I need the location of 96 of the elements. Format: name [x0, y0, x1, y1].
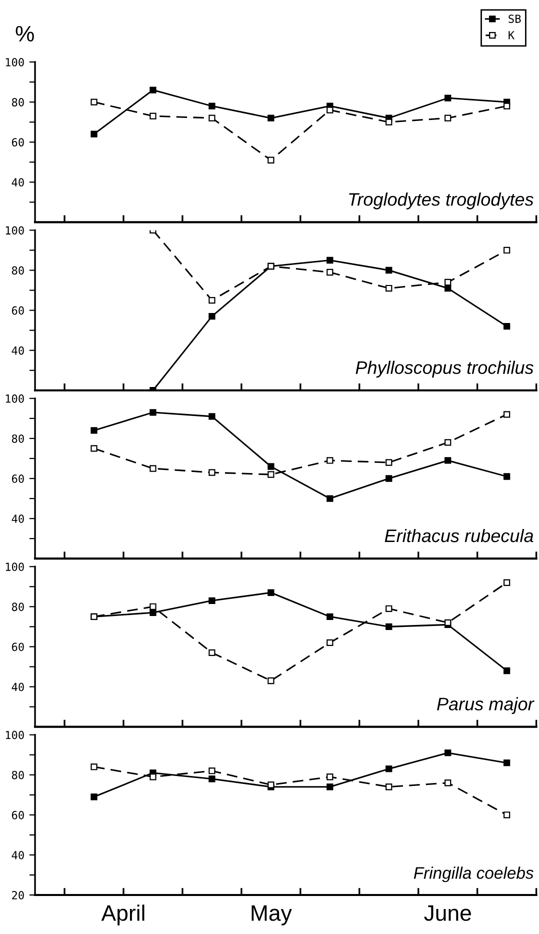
point [268, 463, 274, 470]
point [503, 760, 510, 766]
point [90, 130, 98, 138]
annotation: Troglodytes troglodytes [349, 192, 534, 210]
point [208, 469, 216, 476]
annotation: Fringilla coelebs [414, 866, 534, 882]
point [503, 411, 510, 418]
point [386, 605, 392, 612]
point [386, 623, 392, 630]
y-tick-label: 60 [12, 642, 24, 652]
y-tick-label: 100 [6, 58, 24, 66]
y-tick-label: 100 [6, 562, 24, 572]
legend-label: SB [508, 14, 521, 23]
point [208, 597, 216, 604]
y-tick-label: 20 [12, 891, 24, 900]
annotation: Erithacus rubecula [384, 528, 534, 542]
y-tick-label: 80 [12, 266, 24, 275]
point [90, 427, 98, 434]
point [150, 603, 156, 610]
annotation: Phylloscopus trochilus [356, 360, 534, 378]
y-tick-label: 40 [12, 514, 24, 523]
y-tick-label: 100 [6, 226, 24, 235]
point [208, 413, 216, 420]
point [386, 284, 392, 292]
point [268, 589, 274, 596]
y-tick-label: 80 [12, 434, 24, 443]
y-tick-label: 60 [12, 138, 24, 147]
y-axis-title: % [16, 26, 34, 42]
point [208, 102, 216, 110]
text: April [101, 904, 144, 926]
point [444, 439, 452, 446]
annotation: Parus major [437, 697, 534, 714]
point [503, 812, 510, 818]
text: June [424, 905, 471, 921]
y-tick-label: 40 [12, 346, 24, 355]
point [150, 609, 156, 616]
legend-label: K [508, 31, 515, 40]
point [208, 649, 216, 656]
point [90, 445, 98, 452]
point [208, 776, 216, 782]
point [326, 613, 334, 620]
point [386, 784, 392, 790]
point [444, 780, 452, 786]
point [444, 94, 452, 102]
point [326, 495, 334, 502]
point [268, 471, 274, 478]
y-tick-label: 80 [12, 602, 24, 612]
point [444, 749, 452, 756]
point [268, 677, 274, 684]
point [444, 457, 452, 464]
point [326, 268, 334, 276]
y-tick-label: 80 [12, 98, 24, 106]
point [326, 784, 334, 790]
point [150, 409, 156, 416]
y-tick-label: 60 [12, 810, 24, 820]
point [503, 246, 510, 254]
point [386, 266, 392, 274]
point [150, 774, 156, 780]
y-tick-label: 60 [12, 474, 24, 483]
point [326, 256, 334, 264]
point [503, 102, 510, 110]
point [386, 475, 392, 482]
point [90, 794, 98, 800]
point [386, 766, 392, 772]
point [503, 473, 510, 480]
point [268, 156, 274, 164]
point [503, 579, 510, 586]
point [503, 667, 510, 674]
point [326, 106, 334, 114]
point [444, 114, 452, 122]
y-tick-label: 40 [12, 178, 24, 187]
point [90, 98, 98, 106]
point [208, 114, 216, 122]
point [326, 774, 334, 780]
y-tick-label: 100 [6, 394, 24, 403]
point [150, 86, 156, 94]
point [208, 768, 216, 774]
point [208, 312, 216, 320]
y-tick-label: 40 [12, 682, 24, 692]
y-tick-label: 40 [12, 850, 24, 860]
point [503, 322, 510, 330]
y-tick-label: 80 [12, 770, 24, 780]
point [444, 278, 452, 286]
y-tick-label: 100 [6, 730, 24, 740]
point [150, 112, 156, 120]
point [150, 465, 156, 472]
point [208, 296, 216, 304]
text: May [252, 905, 292, 926]
point [326, 639, 334, 646]
point [326, 457, 334, 464]
y-tick-label: 60 [12, 306, 24, 315]
point [444, 284, 452, 292]
point [386, 118, 392, 126]
point [90, 764, 98, 770]
point [268, 114, 274, 122]
point [386, 459, 392, 466]
